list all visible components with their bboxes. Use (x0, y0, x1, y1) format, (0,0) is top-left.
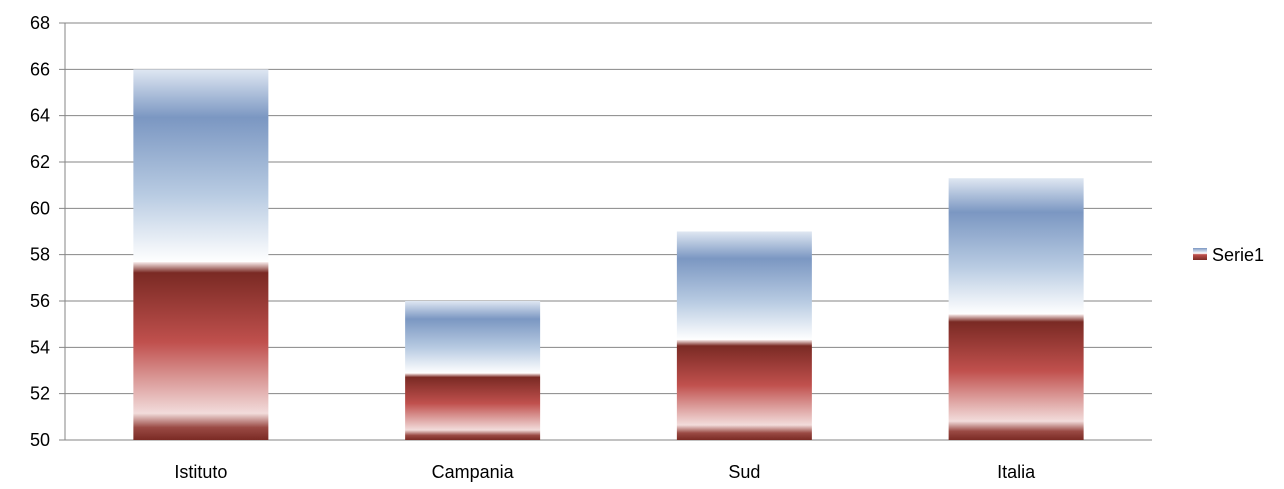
bar-lower-segment (948, 314, 1084, 440)
bar-upper-segment (676, 231, 812, 340)
y-tick-label: 68 (30, 13, 50, 33)
y-tick-label: 58 (30, 245, 50, 265)
x-category-label: Sud (728, 462, 760, 482)
y-tick-label: 66 (30, 59, 50, 79)
x-category-label: Campania (432, 462, 515, 482)
legend: Serie1 (1193, 245, 1264, 265)
bar (133, 69, 269, 440)
bar-lower-segment (405, 373, 541, 440)
y-axis-tick-labels: 50 52 54 56 58 60 62 64 66 68 (30, 13, 50, 450)
bar (948, 178, 1084, 440)
bar-upper-segment (133, 69, 269, 263)
bar (676, 231, 812, 440)
x-category-label: Italia (997, 462, 1036, 482)
legend-swatch (1193, 248, 1207, 260)
bar-upper-segment (948, 178, 1084, 315)
y-tick-label: 50 (30, 430, 50, 450)
x-axis-category-labels: Istituto Campania Sud Italia (174, 462, 1036, 482)
bar-upper-segment (405, 301, 541, 374)
y-tick-label: 56 (30, 291, 50, 311)
y-tick-label: 54 (30, 337, 50, 357)
y-tick-label: 62 (30, 152, 50, 172)
bar (405, 301, 541, 440)
legend-label-serie1: Serie1 (1212, 245, 1264, 265)
y-tick-label: 52 (30, 384, 50, 404)
bars (133, 69, 1084, 440)
y-tick-label: 60 (30, 198, 50, 218)
bar-lower-segment (676, 339, 812, 440)
y-tick-label: 64 (30, 106, 50, 126)
bar-lower-segment (133, 262, 269, 440)
x-category-label: Istituto (174, 462, 227, 482)
